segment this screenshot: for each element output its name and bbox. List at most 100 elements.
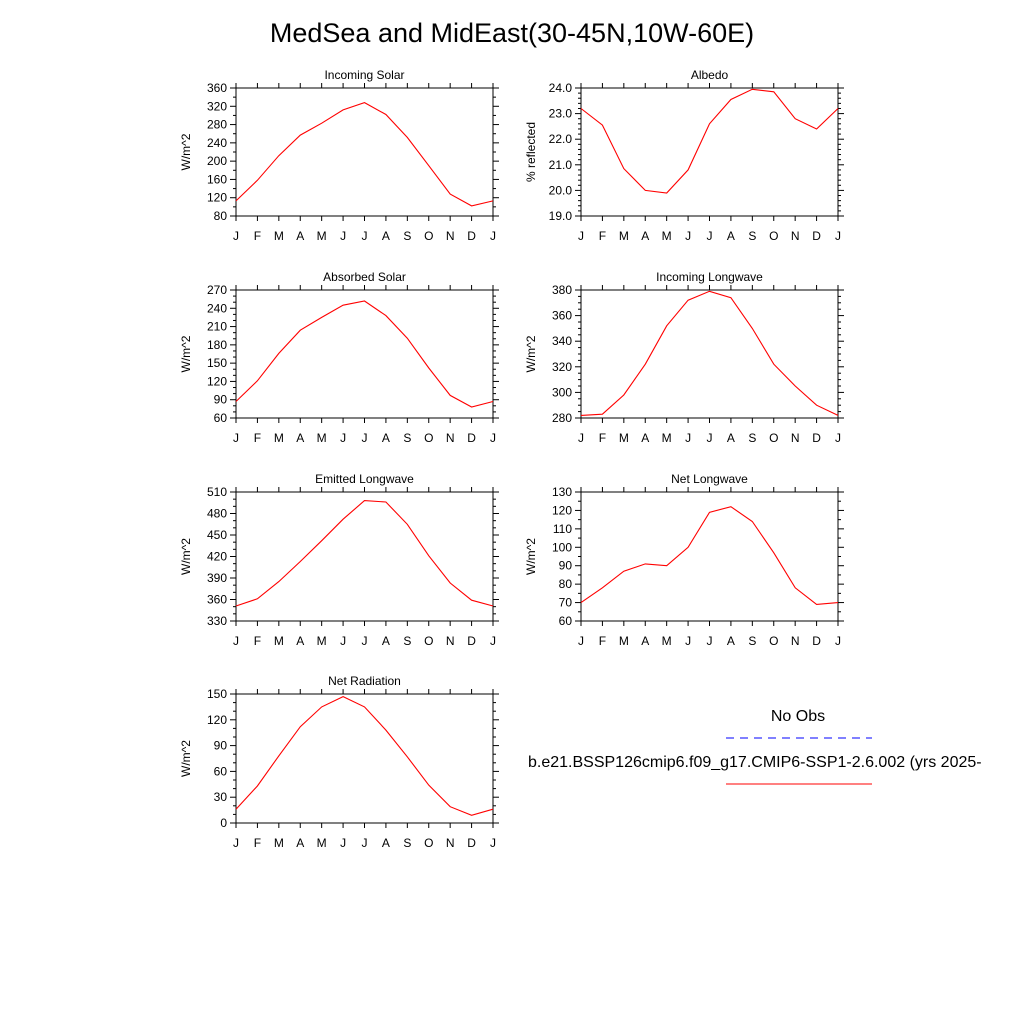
x-tick-label: J (233, 836, 239, 850)
y-tick-label: 80 (214, 209, 228, 223)
y-tick-label: 450 (207, 528, 227, 542)
x-tick-label: J (233, 634, 239, 648)
x-tick-label: M (274, 836, 284, 850)
panel-title: Absorbed Solar (323, 270, 406, 284)
panel-title: Incoming Longwave (656, 270, 763, 284)
plot-frame (580, 87, 839, 217)
y-tick-label: 360 (207, 81, 227, 95)
legend: No Obs b.e21.BSSP126cmip6.f09_g17.CMIP6-… (528, 708, 982, 785)
legend-obs-label: No Obs (771, 708, 825, 725)
y-tick-label: 480 (207, 507, 227, 521)
x-tick-label: J (233, 229, 239, 243)
panel-title: Net Radiation (328, 674, 401, 688)
x-tick-label: J (578, 229, 584, 243)
x-tick-label: J (578, 431, 584, 445)
x-tick-label: J (340, 836, 346, 850)
y-tick-label: 90 (214, 393, 228, 407)
x-tick-label: N (446, 634, 455, 648)
y-axis-label: W/m^2 (179, 335, 193, 372)
x-tick-label: A (382, 431, 390, 445)
y-tick-label: 240 (207, 136, 227, 150)
y-tick-label: 320 (552, 360, 572, 374)
y-tick-label: 120 (552, 503, 572, 517)
x-tick-label: O (769, 229, 778, 243)
y-tick-label: 390 (207, 571, 227, 585)
x-tick-label: M (619, 229, 629, 243)
x-tick-label: M (317, 836, 327, 850)
x-tick-label: J (707, 634, 713, 648)
x-tick-label: M (662, 431, 672, 445)
y-tick-label: 240 (207, 301, 227, 315)
x-tick-label: J (362, 634, 368, 648)
x-tick-label: M (317, 634, 327, 648)
x-tick-label: A (382, 229, 390, 243)
y-tick-label: 300 (552, 385, 572, 399)
figure-title: MedSea and MidEast(30-45N,10W-60E) (269, 18, 755, 48)
y-axis-label: W/m^2 (524, 335, 538, 372)
x-tick-label: J (707, 229, 713, 243)
y-axis-label: W/m^2 (179, 740, 193, 777)
x-tick-label: S (403, 229, 411, 243)
x-tick-label: O (424, 229, 433, 243)
panel-title: Albedo (691, 68, 729, 82)
y-tick-label: 70 (559, 596, 573, 610)
x-tick-label: D (812, 229, 821, 243)
plot-frame (235, 289, 494, 419)
y-tick-label: 110 (553, 522, 572, 536)
y-tick-label: 330 (207, 614, 227, 628)
series-line (235, 102, 494, 207)
series-line (235, 500, 494, 607)
x-tick-label: D (812, 634, 821, 648)
x-tick-label: N (791, 431, 800, 445)
x-tick-label: M (274, 431, 284, 445)
x-tick-label: F (254, 836, 261, 850)
x-tick-label: J (835, 431, 841, 445)
y-tick-label: 60 (559, 614, 573, 628)
x-tick-label: J (707, 431, 713, 445)
x-tick-label: N (791, 634, 800, 648)
plot-frame (235, 491, 494, 622)
x-tick-label: N (791, 229, 800, 243)
y-tick-label: 280 (552, 411, 572, 425)
y-tick-label: 210 (207, 320, 227, 334)
y-tick-label: 22.0 (549, 132, 573, 146)
panel-title: Net Longwave (671, 472, 748, 486)
x-tick-label: J (578, 634, 584, 648)
x-tick-label: S (403, 431, 411, 445)
x-tick-label: D (467, 229, 476, 243)
x-tick-label: J (233, 431, 239, 445)
y-tick-label: 90 (559, 559, 573, 573)
x-tick-label: J (362, 431, 368, 445)
y-tick-label: 150 (207, 687, 227, 701)
series-line (235, 695, 494, 816)
x-tick-label: J (340, 431, 346, 445)
y-axis-label: W/m^2 (524, 538, 538, 575)
x-tick-label: O (424, 431, 433, 445)
x-tick-label: M (619, 431, 629, 445)
x-tick-label: J (835, 229, 841, 243)
x-tick-label: J (362, 836, 368, 850)
x-tick-label: S (748, 229, 756, 243)
x-tick-label: M (317, 229, 327, 243)
y-tick-label: 120 (207, 713, 227, 727)
x-tick-label: N (446, 836, 455, 850)
x-tick-label: A (382, 836, 390, 850)
x-tick-label: J (362, 229, 368, 243)
x-tick-label: J (490, 634, 496, 648)
y-tick-label: 150 (207, 356, 227, 370)
x-tick-label: J (685, 431, 691, 445)
y-axis-label: W/m^2 (179, 133, 193, 170)
y-tick-label: 360 (552, 309, 572, 323)
x-tick-label: F (254, 634, 261, 648)
x-tick-label: M (619, 634, 629, 648)
legend-model-label: b.e21.BSSP126cmip6.f09_g17.CMIP6-SSP1-2.… (528, 754, 982, 771)
series-line (580, 88, 839, 194)
x-tick-label: A (727, 431, 735, 445)
